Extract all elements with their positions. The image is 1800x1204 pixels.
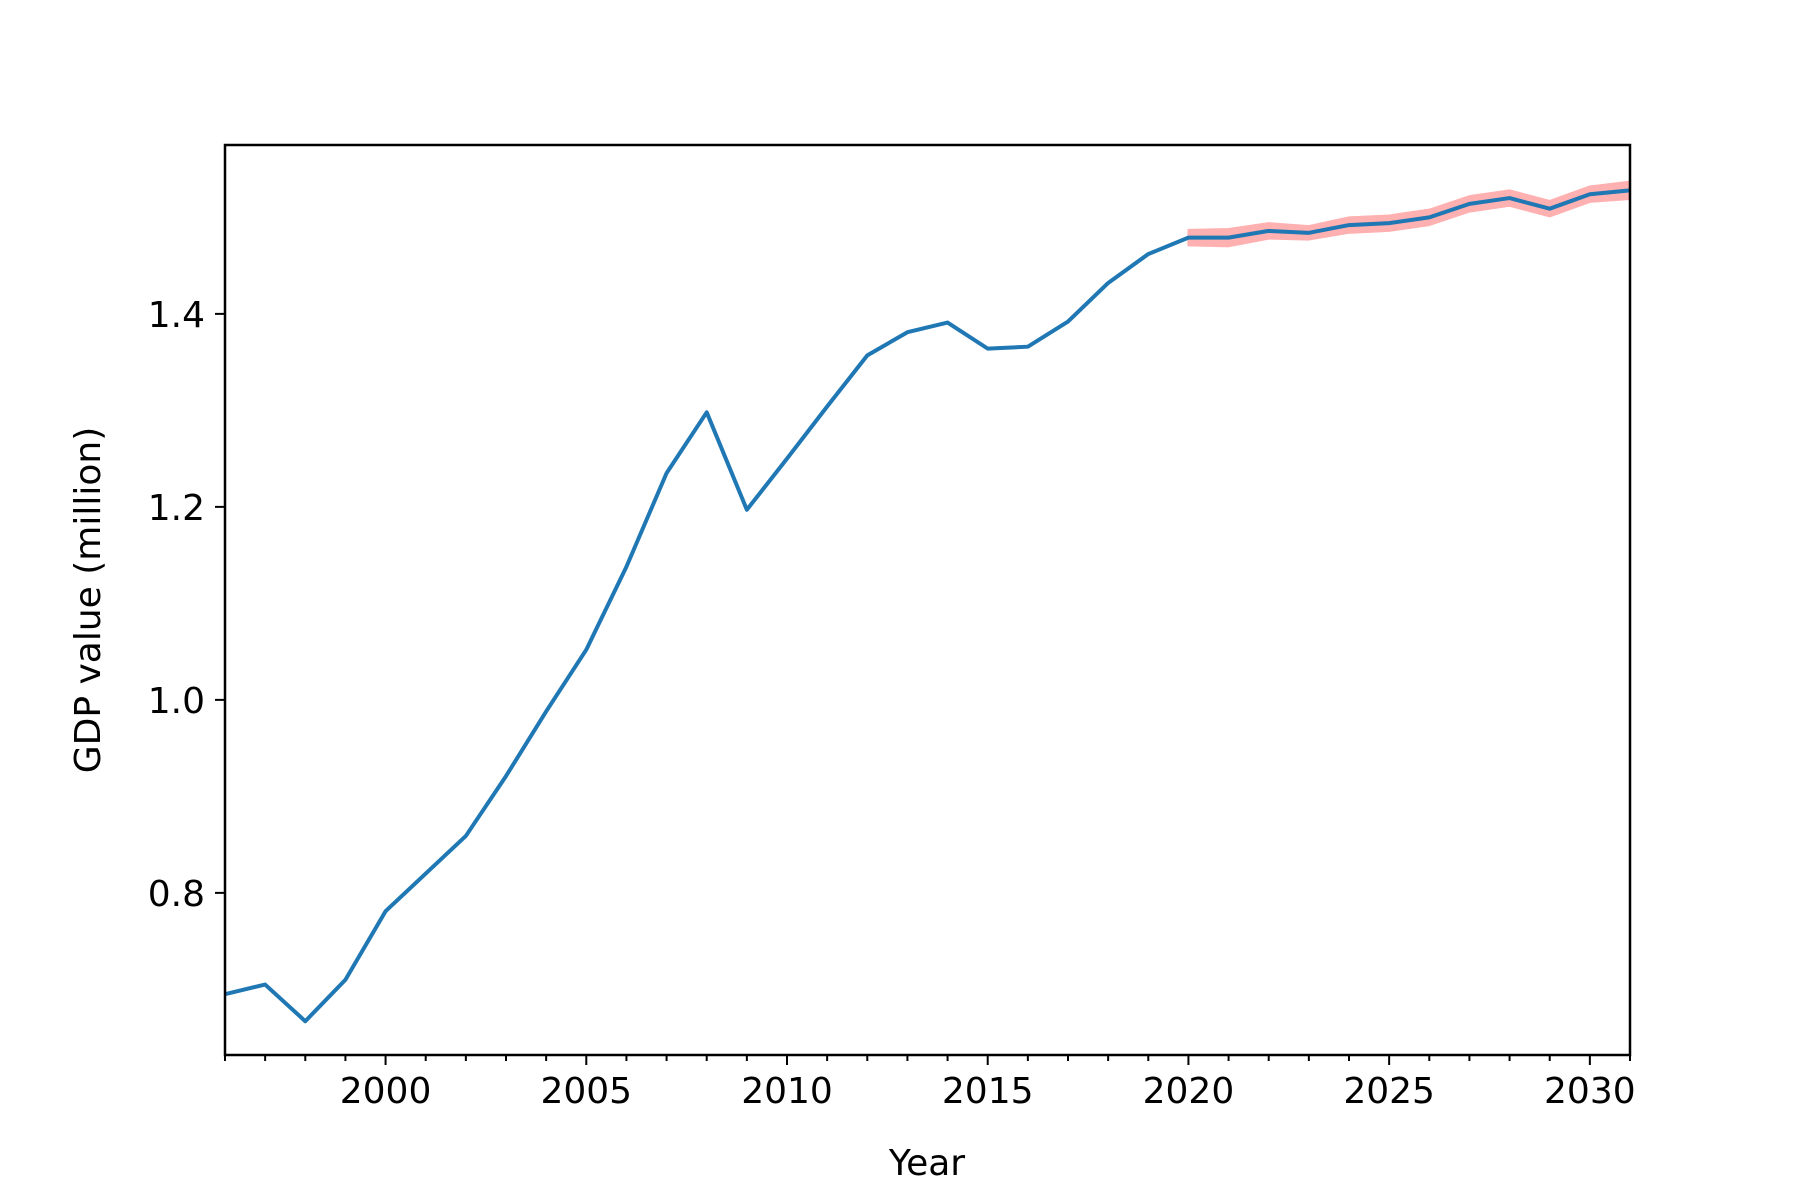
x-tick-label: 2030 bbox=[1544, 1071, 1636, 1112]
y-tick-label: 1.2 bbox=[148, 488, 205, 529]
x-tick-label: 2005 bbox=[540, 1071, 632, 1112]
plot-area bbox=[224, 180, 1631, 1024]
x-tick-label: 2025 bbox=[1343, 1071, 1435, 1112]
x-tick-label: 2010 bbox=[741, 1071, 833, 1112]
y-axis: 0.8 1.0 1.2 1.4 bbox=[148, 295, 225, 915]
x-axis: 2000 2005 2010 2015 2020 2025 2030 bbox=[224, 1055, 1636, 1112]
y-tick-label: 0.8 bbox=[148, 874, 205, 915]
y-tick-label: 1.4 bbox=[148, 295, 205, 336]
x-tick-label: 2015 bbox=[942, 1071, 1034, 1112]
series-line bbox=[224, 188, 1631, 1024]
x-axis-label: Year bbox=[888, 1143, 965, 1184]
confidence-band bbox=[1187, 180, 1631, 248]
plot-frame bbox=[223, 143, 1632, 1057]
y-tick-label: 1.0 bbox=[148, 681, 205, 722]
x-tick-label: 2000 bbox=[340, 1071, 432, 1112]
x-tick-label: 2020 bbox=[1143, 1071, 1235, 1112]
y-axis-label: GDP value (million) bbox=[68, 427, 109, 774]
